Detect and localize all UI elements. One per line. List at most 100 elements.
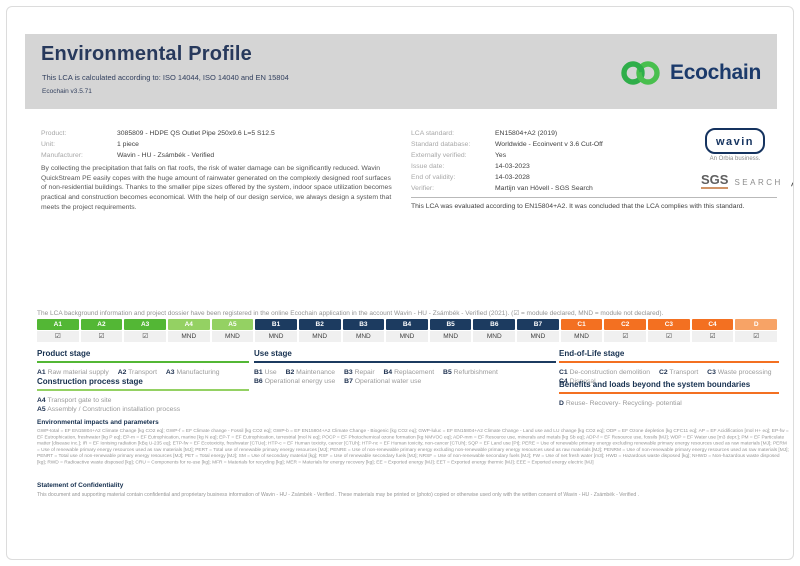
verified-value: Yes xyxy=(495,152,507,159)
construction-stage-rule xyxy=(37,389,249,391)
module-header-c1: C1 xyxy=(560,319,603,330)
stage-item: C4 Disposal xyxy=(559,378,596,385)
stage-item: D Reuse- Recovery- Recycling- potential xyxy=(559,400,682,407)
stage-item: C2 Transport xyxy=(658,369,699,376)
registration-note: The LCA background information and proje… xyxy=(37,310,664,317)
verifier-signature-icon xyxy=(790,171,793,187)
validity-value: 14-03-2028 xyxy=(495,174,530,181)
section-end-of-life-stage: End-of-Life stage C1 De-construction dem… xyxy=(559,349,779,386)
unit-row: Unit: 1 piece xyxy=(41,139,401,150)
wavin-tagline: An Orbia business. xyxy=(709,156,761,162)
wavin-logo: wavin An Orbia business. xyxy=(698,128,772,162)
verified-row: Externally verified: Yes xyxy=(411,150,681,161)
use-stage-items: B1 Use B2 Maintenance B3 Repair B4 Repla… xyxy=(254,368,556,386)
module-header-b1: B1 xyxy=(255,319,297,330)
manufacturer-row: Manufacturer: Wavin - HU - Zsámbék - Ver… xyxy=(41,150,401,161)
verified-label: Externally verified: xyxy=(411,152,467,159)
module-header-b2: B2 xyxy=(298,319,341,330)
module-value-b6: MND xyxy=(473,331,516,342)
confidentiality-heading: Statement of Confidentiality xyxy=(37,482,124,489)
stage-item: A3 Manufacturing xyxy=(165,369,220,376)
section-benefits: Benefits and loads beyond the system bou… xyxy=(559,380,779,408)
eol-stage-heading: End-of-Life stage xyxy=(559,349,625,358)
product-stage-items: A1 Raw material supply A2 Transport A3 M… xyxy=(37,368,249,377)
module-value-b5: MND xyxy=(429,331,472,342)
confidentiality-text: This document and supporting material co… xyxy=(37,492,639,498)
product-stage-rule xyxy=(37,361,249,363)
stage-item: B4 Replacement xyxy=(383,369,435,376)
benefits-items: D Reuse- Recovery- Recycling- potential xyxy=(559,399,779,408)
module-value-c4: ☑ xyxy=(691,331,734,342)
module-value-a1: ☑ xyxy=(37,331,79,342)
sgs-wordmark: SGS xyxy=(701,172,729,189)
verifier-label: Verifier: xyxy=(411,185,435,192)
section-construction-stage: Construction process stage A4 Transport … xyxy=(37,377,249,414)
impacts-text: GWP-total = EF EN15804+A2 Climate Change… xyxy=(37,428,789,465)
stage-item: A2 Transport xyxy=(117,369,157,376)
impacts-heading: Environmental impacts and parameters xyxy=(37,419,159,426)
evaluation-statement: This LCA was evaluated according to EN15… xyxy=(411,203,745,210)
verifier-value: Martijn van Hövell - SGS Search xyxy=(495,185,593,192)
lca-standard-label: LCA standard: xyxy=(411,130,455,137)
product-label: Product: xyxy=(41,130,67,137)
wavin-logo-frame: wavin xyxy=(704,128,766,154)
header-subtitle: This LCA is calculated according to: ISO… xyxy=(42,73,289,82)
module-header-a2: A2 xyxy=(80,319,123,330)
eol-stage-items: C1 De-construction demolition C2 Transpo… xyxy=(559,368,779,386)
module-value-a2: ☑ xyxy=(80,331,123,342)
verifier-row: Verifier: Martijn van Hövell - SGS Searc… xyxy=(411,183,681,194)
benefits-rule xyxy=(559,392,779,394)
module-header-d: D xyxy=(735,319,777,330)
app-version: Ecochain v3.5.71 xyxy=(42,88,92,95)
ecochain-logo: Ecochain xyxy=(621,58,761,88)
database-label: Standard database: xyxy=(411,141,471,148)
module-value-c1: MND xyxy=(560,331,603,342)
module-value-a4: MND xyxy=(167,331,210,342)
module-value-b4: MND xyxy=(386,331,428,342)
ecochain-rings-icon xyxy=(621,61,660,85)
sgs-search-wordmark: SEARCH xyxy=(734,178,783,187)
product-description: By collecting the precipitation that fal… xyxy=(41,165,392,211)
unit-label: Unit: xyxy=(41,141,55,148)
eol-stage-rule xyxy=(559,361,779,363)
module-value-a5: MND xyxy=(211,331,254,342)
issue-date-row: Issue date: 14-03-2023 xyxy=(411,161,681,172)
module-value-c2: ☑ xyxy=(604,331,647,342)
stage-item: B3 Repair xyxy=(343,369,375,376)
wavin-wordmark: wavin xyxy=(715,136,755,148)
module-header-a4: A4 xyxy=(167,319,210,330)
module-value-d: ☑ xyxy=(735,331,777,342)
stage-item: C1 De-construction demolition xyxy=(559,369,651,376)
issue-date-label: Issue date: xyxy=(411,163,445,170)
manufacturer-value: Wavin - HU - Zsámbék - Verified xyxy=(117,152,215,159)
header-band: Environmental Profile This LCA is calcul… xyxy=(25,34,777,109)
database-row: Standard database: Worldwide - Ecoinvent… xyxy=(411,139,681,150)
confidentiality-text-block: This document and supporting material co… xyxy=(37,492,783,504)
sgs-search-logo: SGS SEARCH xyxy=(701,171,793,189)
module-value-b7: MND xyxy=(517,331,559,342)
stage-item: A1 Raw material supply xyxy=(37,369,109,376)
unit-value: 1 piece xyxy=(117,141,139,148)
module-header-a5: A5 xyxy=(211,319,254,330)
module-header-a1: A1 xyxy=(37,319,79,330)
module-value-c3: ☑ xyxy=(648,331,690,342)
section-product-stage: Product stage A1 Raw material supply A2 … xyxy=(37,349,249,377)
benefits-heading: Benefits and loads beyond the system bou… xyxy=(559,380,751,389)
module-header-b3: B3 xyxy=(342,319,385,330)
module-header-c2: C2 xyxy=(604,319,647,330)
issue-date-value: 14-03-2023 xyxy=(495,163,530,170)
construction-stage-heading: Construction process stage xyxy=(37,377,143,386)
module-value-b2: MND xyxy=(298,331,341,342)
module-value-b1: MND xyxy=(255,331,297,342)
use-stage-heading: Use stage xyxy=(254,349,292,358)
divider xyxy=(411,197,777,198)
module-value-b3: MND xyxy=(342,331,385,342)
module-header-b6: B6 xyxy=(473,319,516,330)
module-header-c4: C4 xyxy=(691,319,734,330)
product-value: 3085809 - HDPE QS Outlet Pipe 250x9.6 L=… xyxy=(117,130,275,137)
module-header-b7: B7 xyxy=(517,319,559,330)
product-row: Product: 3085809 - HDPE QS Outlet Pipe 2… xyxy=(41,128,401,139)
module-value-a3: ☑ xyxy=(124,331,166,342)
section-use-stage: Use stage B1 Use B2 Maintenance B3 Repai… xyxy=(254,349,556,386)
module-header-b5: B5 xyxy=(429,319,472,330)
